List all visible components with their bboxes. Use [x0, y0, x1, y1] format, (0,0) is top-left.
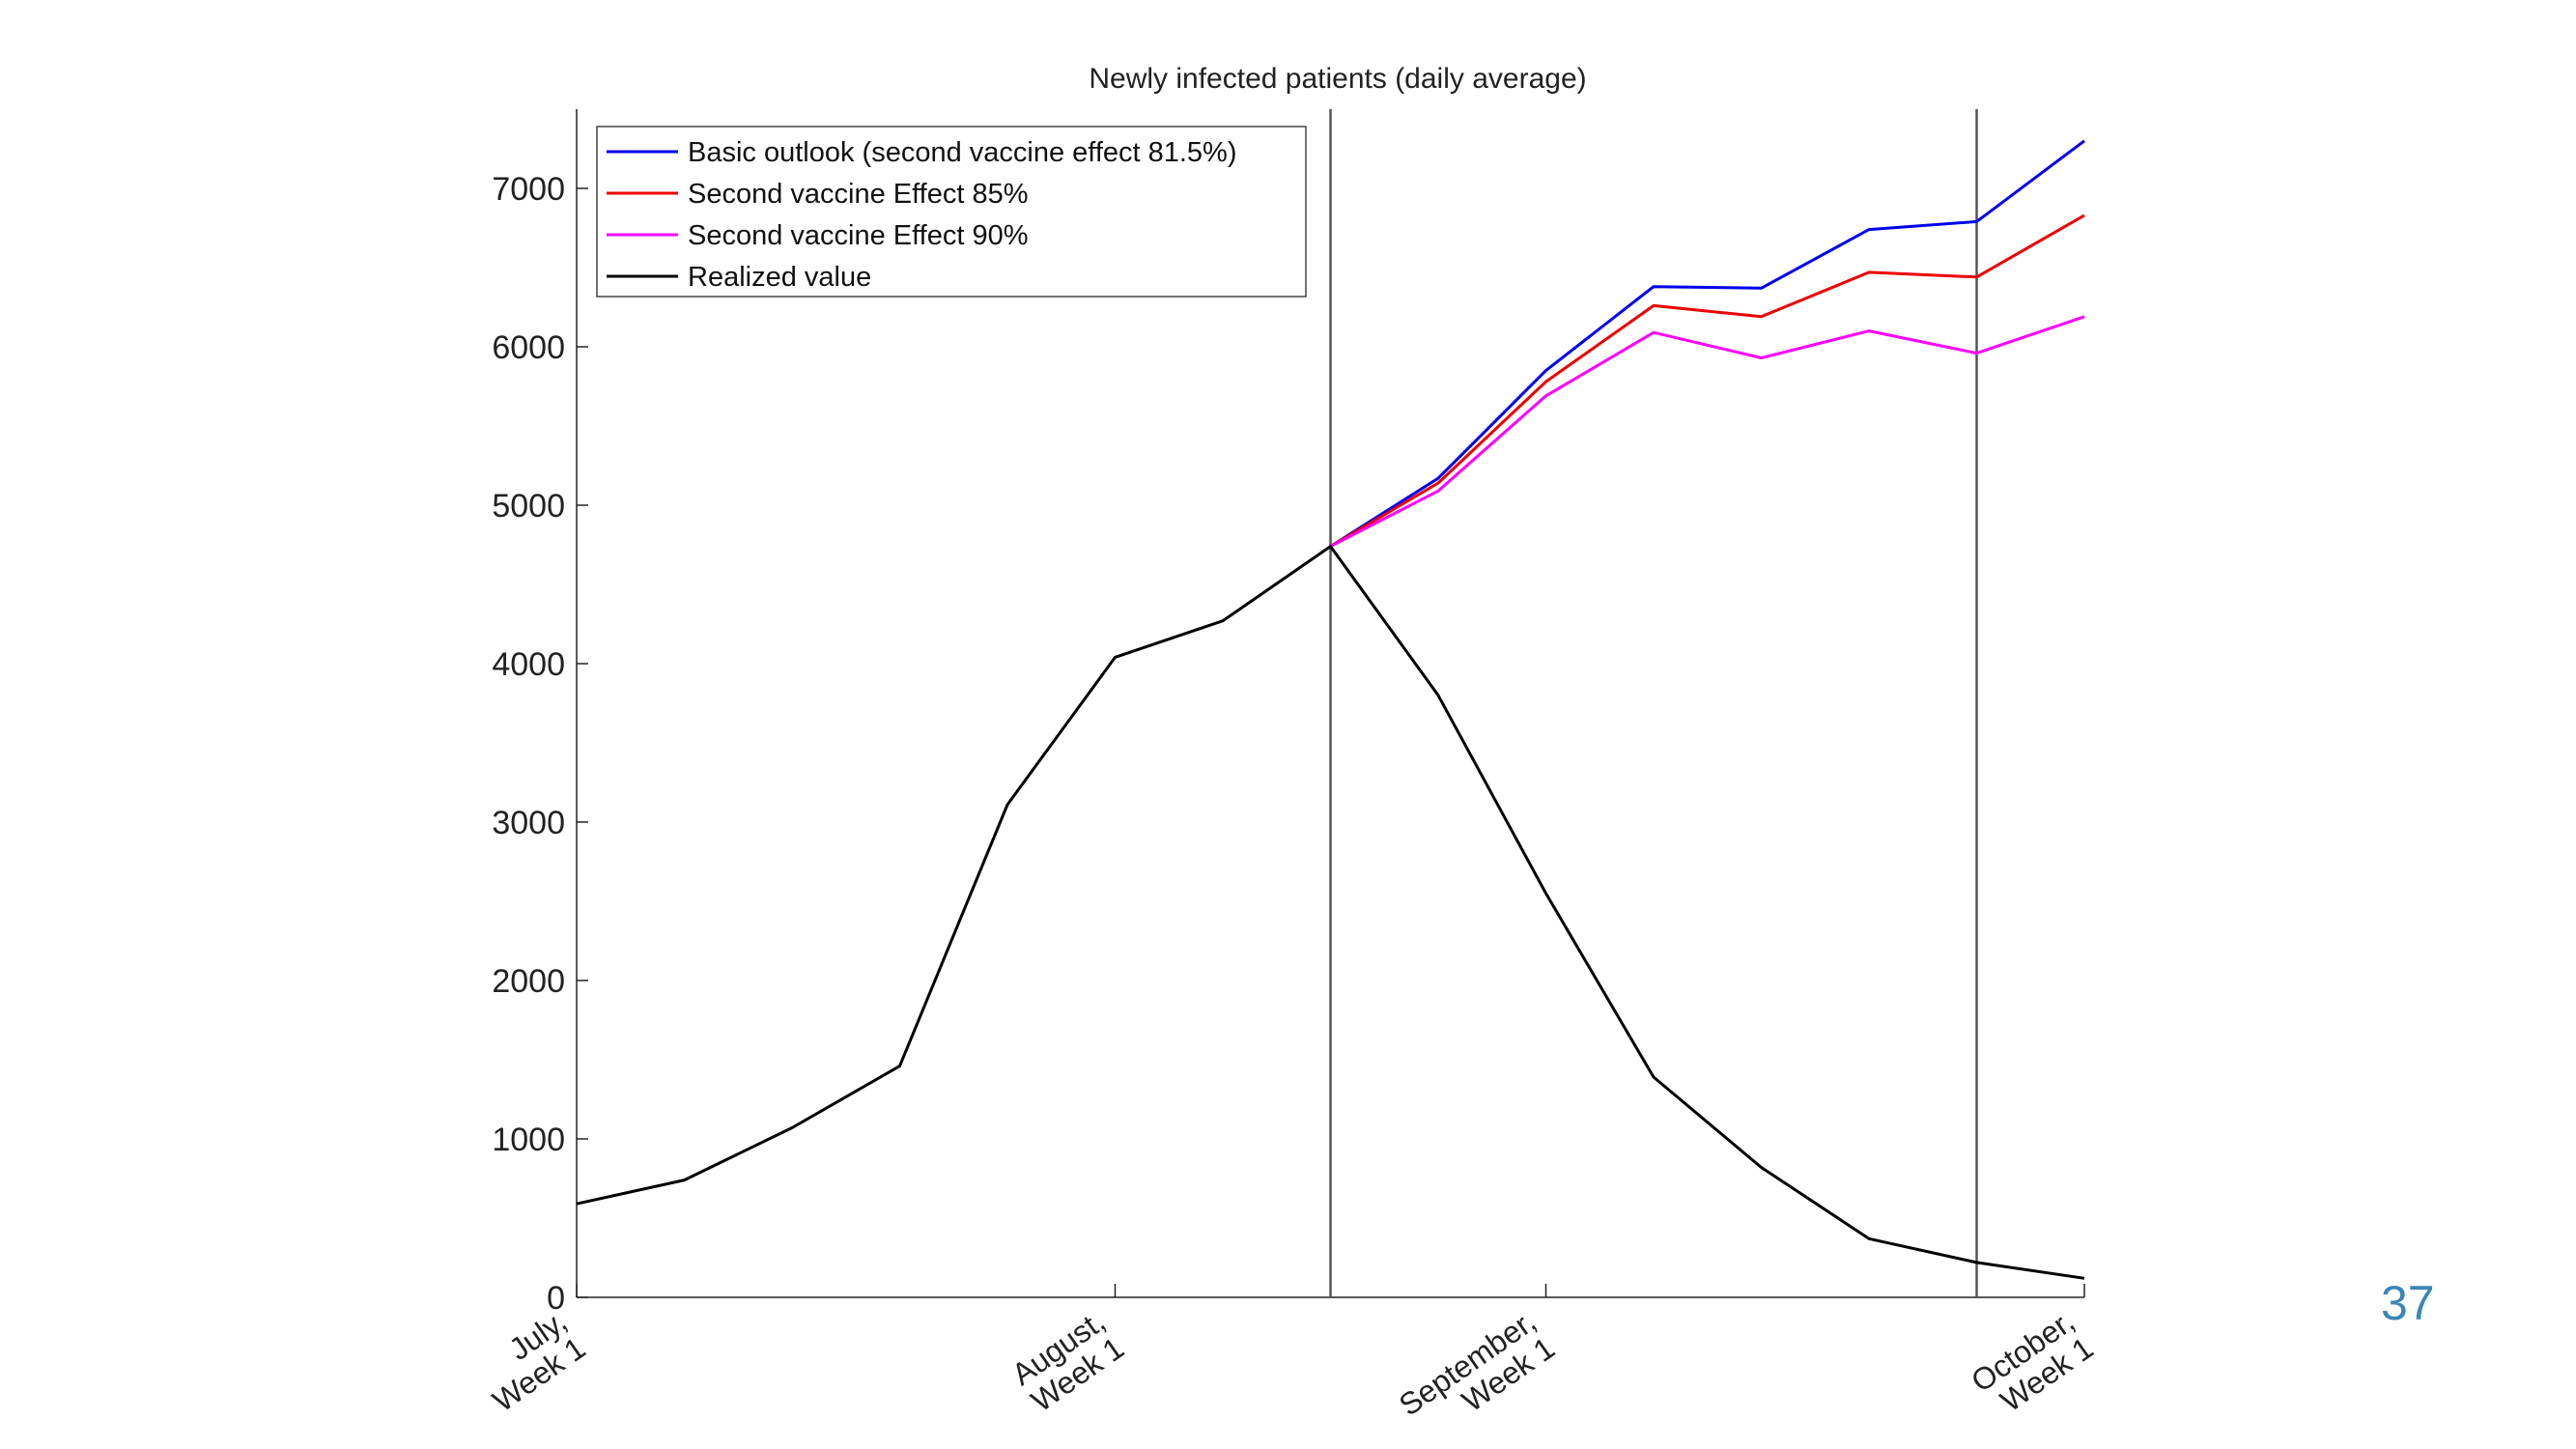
- page-number: 37: [2381, 1276, 2435, 1330]
- x-tick-label: August,Week 1: [1005, 1303, 1130, 1419]
- reference-lines: [1329, 109, 1978, 1297]
- y-tick-label: 2000: [492, 963, 565, 1000]
- legend-label: Basic outlook (second vaccine effect 81.…: [688, 137, 1237, 168]
- x-tick-label: July,Week 1: [467, 1303, 592, 1418]
- series-line: [1329, 139, 2085, 548]
- x-tick-label: October,Week 1: [1965, 1303, 2099, 1426]
- y-tick-label: 4000: [492, 646, 565, 683]
- series-lines: [576, 139, 2085, 1280]
- series-line: [1329, 213, 2085, 548]
- series-line: [1329, 315, 2085, 548]
- y-tick-label: 0: [547, 1280, 565, 1317]
- legend-label: Second vaccine Effect 85%: [688, 179, 1029, 210]
- x-tick-label: September,Week 1: [1393, 1303, 1561, 1449]
- legend-box: [596, 126, 1307, 298]
- legend-label: Second vaccine Effect 90%: [688, 220, 1029, 251]
- legend: Basic outlook (second vaccine effect 81.…: [596, 126, 1307, 298]
- axes: 0 1000 2000 3000 4000 5000 6000 7000 July,Week 1…: [467, 109, 2100, 1449]
- series-line: [576, 545, 2085, 1280]
- y-tick-label: 3000: [492, 805, 565, 841]
- y-tick-label: 1000: [492, 1122, 565, 1158]
- y-tick-label: 6000: [492, 329, 565, 366]
- chart-title: Newly infected patients (daily average): [1089, 63, 1586, 95]
- y-tick-label: 5000: [492, 488, 565, 525]
- legend-label: Realized value: [688, 262, 871, 293]
- y-tick-label: 7000: [492, 171, 565, 208]
